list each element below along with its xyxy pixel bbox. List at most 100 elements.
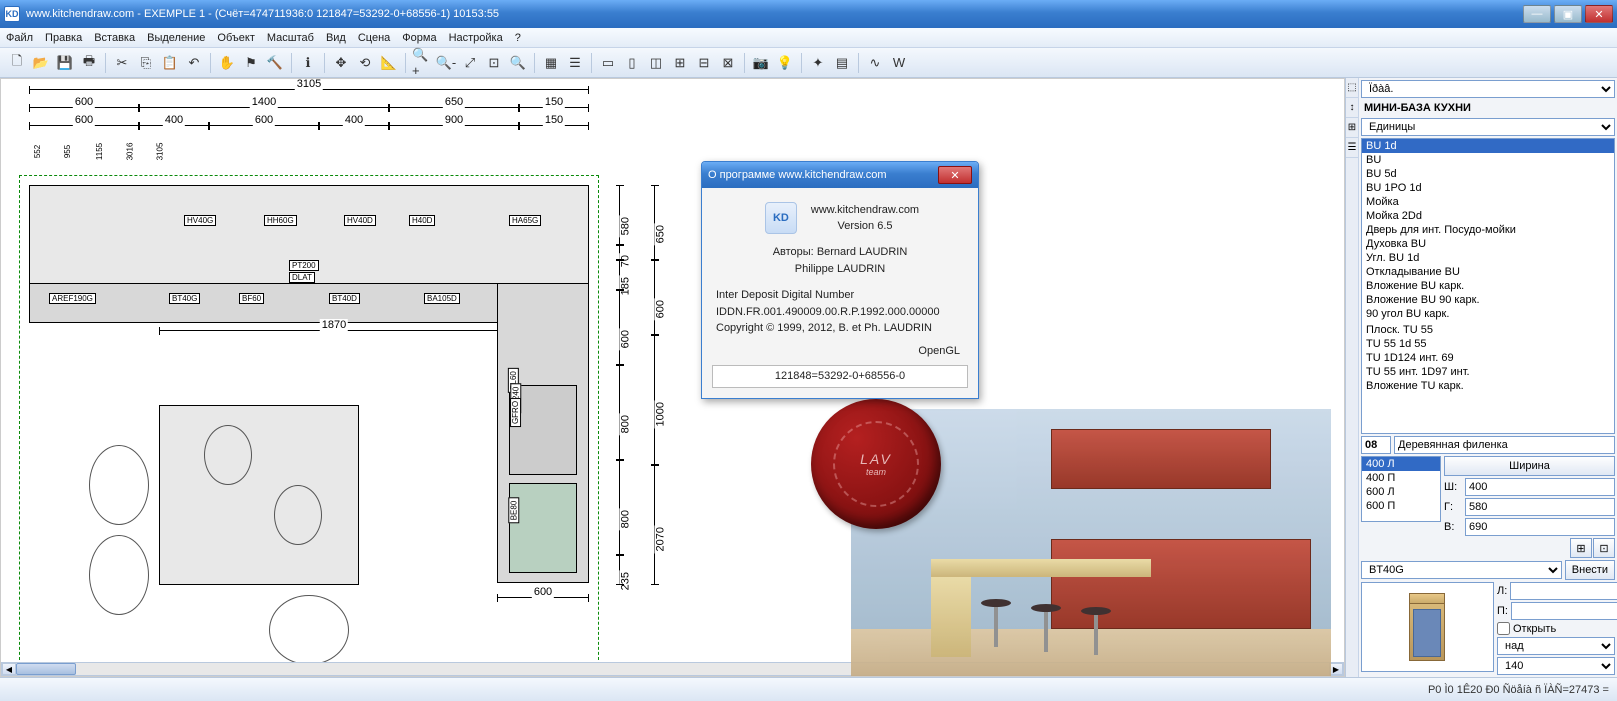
list-item[interactable]: Вложение BU карк.: [1362, 279, 1614, 293]
menu-сцена[interactable]: Сцена: [358, 32, 390, 44]
light-icon[interactable]: 💡: [774, 52, 796, 74]
list-item[interactable]: TU 1D124 инт. 69: [1362, 351, 1614, 365]
rect3-icon[interactable]: ◫: [645, 52, 667, 74]
size-item[interactable]: 400 П: [1362, 471, 1440, 485]
scroll-thumb[interactable]: [16, 663, 76, 675]
style-code[interactable]: [1361, 436, 1391, 454]
list-item[interactable]: Вложение TU карк.: [1362, 379, 1614, 393]
maximize-button[interactable]: ▣: [1554, 5, 1582, 23]
width-button[interactable]: Ширина: [1444, 456, 1615, 476]
over-combo[interactable]: над: [1497, 637, 1615, 655]
new-icon[interactable]: 🗋: [6, 52, 28, 74]
l-input[interactable]: [1510, 582, 1617, 600]
layers-icon[interactable]: ☰: [564, 52, 586, 74]
rect-icon[interactable]: ▭: [597, 52, 619, 74]
open-checkbox[interactable]: [1497, 622, 1510, 635]
cut-icon[interactable]: ✂: [111, 52, 133, 74]
list-item[interactable]: Угл. BU 1d: [1362, 251, 1614, 265]
scroll-right-button[interactable]: ▶: [1329, 663, 1343, 675]
rect4-icon[interactable]: ⊞: [669, 52, 691, 74]
list-item[interactable]: Плоск. TU 55: [1362, 323, 1614, 337]
copy-icon[interactable]: ⎘: [135, 52, 157, 74]
undo-icon[interactable]: ↶: [183, 52, 205, 74]
dialog-titlebar[interactable]: О программе www.kitchendraw.com ✕: [702, 162, 978, 188]
opt-btn-2[interactable]: ⊡: [1593, 538, 1615, 558]
fx2-icon[interactable]: ▤: [831, 52, 853, 74]
zoom-sel-icon[interactable]: ⊡: [483, 52, 505, 74]
dim-w-input[interactable]: [1465, 478, 1615, 496]
menu-?[interactable]: ?: [515, 32, 521, 44]
open-icon[interactable]: 📂: [30, 52, 52, 74]
grid-icon[interactable]: ▦: [540, 52, 562, 74]
flag-icon[interactable]: ⚑: [240, 52, 262, 74]
size-item[interactable]: 600 Л: [1362, 485, 1440, 499]
zoom-in-icon[interactable]: 🔍+: [411, 52, 433, 74]
paste-icon[interactable]: 📋: [159, 52, 181, 74]
list-item[interactable]: 90 угол BU карк.: [1362, 307, 1614, 321]
close-button[interactable]: ✕: [1585, 5, 1613, 23]
menu-настройка[interactable]: Настройка: [449, 32, 503, 44]
size-list[interactable]: 400 Л400 П600 Л600 П: [1361, 456, 1441, 522]
list-item[interactable]: Дверь для инт. Посудо-мойки: [1362, 223, 1614, 237]
dim-d-input[interactable]: [1465, 498, 1615, 516]
menu-масштаб[interactable]: Масштаб: [267, 32, 314, 44]
zoom-out-icon[interactable]: 🔍-: [435, 52, 457, 74]
menu-правка[interactable]: Правка: [45, 32, 82, 44]
dialog-close-button[interactable]: ✕: [938, 166, 972, 184]
group-combo[interactable]: Единицы: [1361, 118, 1615, 136]
size-item[interactable]: 400 Л: [1362, 457, 1440, 471]
list-item[interactable]: TU 55 1d 55: [1362, 337, 1614, 351]
list-item[interactable]: Духовка BU: [1362, 237, 1614, 251]
code-combo[interactable]: BT40G: [1361, 561, 1562, 579]
dim-h-input[interactable]: [1465, 518, 1615, 536]
hand-icon[interactable]: ✋: [216, 52, 238, 74]
list-item[interactable]: Откладывание BU: [1362, 265, 1614, 279]
list-item[interactable]: Вложение BU 90 карк.: [1362, 293, 1614, 307]
rect5-icon[interactable]: ⊟: [693, 52, 715, 74]
list-item[interactable]: BU 1d: [1362, 139, 1614, 153]
menu-файл[interactable]: Файл: [6, 32, 33, 44]
p-input[interactable]: [1511, 602, 1617, 620]
list-item[interactable]: Мойка 2Dd: [1362, 209, 1614, 223]
seal-line2: team: [866, 467, 886, 477]
list-item[interactable]: TU 55 инт. 1D97 инт.: [1362, 365, 1614, 379]
scroll-left-button[interactable]: ◀: [2, 663, 16, 675]
save-icon[interactable]: 💾: [54, 52, 76, 74]
rect2-icon[interactable]: ▯: [621, 52, 643, 74]
info-icon[interactable]: ℹ: [297, 52, 319, 74]
canvas[interactable]: 3105 6001400650150 600400600400900150 PT…: [0, 78, 1345, 677]
side-tab-2[interactable]: ↕: [1346, 98, 1358, 118]
list-item[interactable]: BU: [1362, 153, 1614, 167]
print-icon[interactable]: 🖶: [78, 52, 100, 74]
side-tab-3[interactable]: ⊞: [1346, 118, 1358, 138]
insert-button[interactable]: Внести: [1565, 560, 1615, 580]
hammer-icon[interactable]: 🔨: [264, 52, 286, 74]
menu-форма[interactable]: Форма: [402, 32, 436, 44]
camera-icon[interactable]: 📷: [750, 52, 772, 74]
item-list[interactable]: BU 1dBUBU 5dBU 1PO 1dМойкаМойка 2DdДверь…: [1361, 138, 1615, 434]
list-item[interactable]: BU 5d: [1362, 167, 1614, 181]
rect6-icon[interactable]: ⊠: [717, 52, 739, 74]
rotate-icon[interactable]: ⟲: [354, 52, 376, 74]
side-tab-4[interactable]: ☰: [1346, 138, 1358, 158]
menu-объект[interactable]: Объект: [217, 32, 254, 44]
minimize-button[interactable]: —: [1523, 5, 1551, 23]
opt-btn-1[interactable]: ⊞: [1570, 538, 1592, 558]
style-name[interactable]: [1394, 436, 1615, 454]
path-icon[interactable]: ∿: [864, 52, 886, 74]
list-item[interactable]: Мойка: [1362, 195, 1614, 209]
text-w-icon[interactable]: W: [888, 52, 910, 74]
measure-icon[interactable]: 📐: [378, 52, 400, 74]
zoom-fit-icon[interactable]: ⤢: [459, 52, 481, 74]
menu-выделение[interactable]: Выделение: [147, 32, 205, 44]
catalog-top-combo[interactable]: Ïðàâ.: [1361, 80, 1615, 98]
move-icon[interactable]: ✥: [330, 52, 352, 74]
side-tab-1[interactable]: ⬚: [1346, 78, 1358, 98]
menu-вставка[interactable]: Вставка: [94, 32, 135, 44]
qty-combo[interactable]: 140: [1497, 657, 1615, 675]
fx1-icon[interactable]: ✦: [807, 52, 829, 74]
list-item[interactable]: BU 1PO 1d: [1362, 181, 1614, 195]
size-item[interactable]: 600 П: [1362, 499, 1440, 513]
zoom-dyn-icon[interactable]: 🔍: [507, 52, 529, 74]
menu-вид[interactable]: Вид: [326, 32, 346, 44]
